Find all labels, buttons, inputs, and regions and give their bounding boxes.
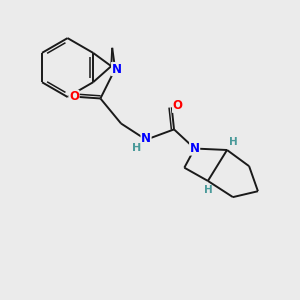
Text: O: O (69, 91, 79, 103)
Text: O: O (172, 99, 183, 112)
Text: N: N (190, 142, 200, 155)
Text: H: H (132, 143, 141, 153)
Text: N: N (141, 132, 151, 145)
Text: N: N (112, 62, 122, 76)
Text: H: H (229, 137, 238, 147)
Text: H: H (204, 185, 213, 195)
